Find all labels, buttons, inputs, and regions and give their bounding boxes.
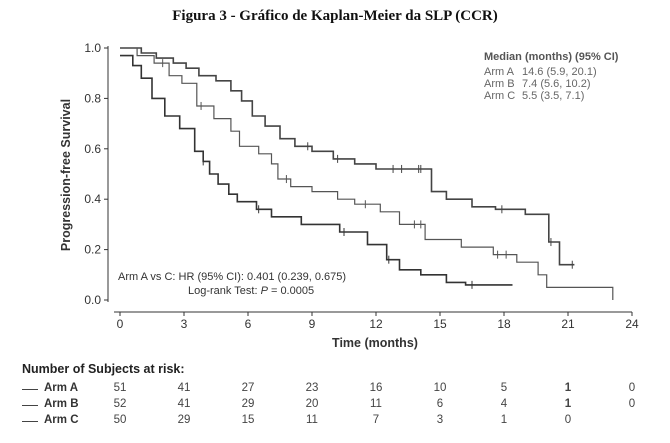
risk-count: 41 [177, 398, 191, 410]
annotations: Arm A vs C: HR (95% CI): 0.401 (0.239, 0… [118, 271, 346, 297]
risk-count: 10 [433, 382, 447, 394]
y-tick-label: 0.8 [84, 91, 101, 105]
legend-title: Median (months) (95% CI) [484, 51, 619, 63]
risk-count: 15 [241, 414, 255, 426]
risk-count: 1 [500, 414, 508, 426]
risk-count: 4 [500, 398, 508, 410]
legend-median: 5.5 (3.5, 7.1) [522, 90, 584, 102]
risk-count: 52 [113, 398, 127, 410]
legend-series-name: Arm B [484, 78, 515, 90]
risk-count: 23 [305, 382, 319, 394]
y-tick-label: 0.2 [84, 243, 101, 257]
x-tick-label: 6 [245, 317, 252, 331]
risk-count: 1 [564, 382, 572, 394]
kaplan-meier-chart: 0.0 0.2 0.4 0.6 0.8 1.0 0 3 6 9 12 15 18 21 24 Time (mo… [59, 41, 639, 350]
risk-count: 0 [628, 398, 636, 410]
risk-row-arm-c: Arm C 50 29 15 11 7 3 1 0 [0, 413, 670, 430]
legend-median: 14.6 (5.9, 20.1) [522, 66, 597, 78]
risk-count: 50 [113, 414, 127, 426]
x-tick-label: 9 [309, 317, 316, 331]
risk-row-swatch [22, 405, 38, 406]
risk-count: 0 [628, 382, 636, 394]
risk-table-title: Number of Subjects at risk: [22, 362, 185, 376]
y-axis-label: Progression-free Survival [59, 99, 73, 251]
risk-count: 20 [305, 398, 319, 410]
legend-series-name: Arm A [484, 66, 515, 78]
risk-count: 6 [436, 398, 444, 410]
y-tick-label: 0.6 [84, 142, 101, 156]
series-layer [120, 47, 614, 300]
x-tick-label: 3 [181, 317, 188, 331]
risk-count: 11 [306, 414, 318, 426]
risk-count: 51 [113, 382, 127, 394]
risk-count: 7 [372, 414, 380, 426]
risk-row-swatch [22, 389, 38, 390]
risk-count: 16 [369, 382, 383, 394]
x-tick-label: 24 [625, 317, 639, 331]
risk-row-arm-label: Arm C [44, 414, 79, 426]
risk-count: 29 [177, 414, 191, 426]
legend: Median (months) (95% CI) Arm A 14.6 (5.9, … [484, 51, 619, 102]
risk-row-arm-b: Arm B 52 41 29 20 11 6 4 1 0 [0, 397, 670, 414]
x-axis-label: Time (months) [332, 336, 418, 350]
risk-count: 41 [177, 382, 191, 394]
x-tick-label: 12 [369, 317, 383, 331]
legend-series-name: Arm C [484, 90, 515, 102]
risk-count: 5 [500, 382, 508, 394]
risk-count: 1 [564, 398, 572, 410]
y-tick-label: 1.0 [84, 41, 101, 55]
risk-count: 0 [564, 414, 572, 426]
hazard-ratio-annotation: Arm A vs C: HR (95% CI): 0.401 (0.239, 0… [118, 271, 346, 283]
logrank-annotation: Log-rank Test: P = 0.0005 [188, 285, 314, 297]
risk-row-swatch [22, 421, 38, 422]
risk-row-arm-label: Arm A [44, 382, 79, 394]
x-tick-label: 18 [497, 317, 511, 331]
x-tick-label: 15 [433, 317, 447, 331]
figure-title: Figura 3 - Gráfico de Kaplan-Meier da SL… [172, 8, 498, 24]
risk-count: 11 [370, 398, 382, 410]
legend-median: 7.4 (5.6, 10.2) [522, 78, 591, 90]
y-tick-label: 0.4 [84, 192, 101, 206]
risk-count: 3 [436, 414, 444, 426]
risk-row-arm-label: Arm B [44, 398, 79, 410]
km-curve-arm-a [120, 47, 575, 266]
km-curve-arm-b [120, 47, 614, 300]
y-tick-label: 0.0 [84, 293, 101, 307]
risk-count: 27 [241, 382, 255, 394]
x-tick-label: 0 [117, 317, 124, 331]
axes: 0.0 0.2 0.4 0.6 0.8 1.0 0 3 6 9 12 15 18 21 24 Time (mo… [59, 41, 639, 350]
x-tick-label: 21 [561, 317, 575, 331]
km-curve-arm-c [120, 54, 513, 286]
risk-count: 29 [241, 398, 255, 410]
risk-row-arm-a: Arm A 51 41 27 23 16 10 5 1 0 [0, 381, 670, 398]
